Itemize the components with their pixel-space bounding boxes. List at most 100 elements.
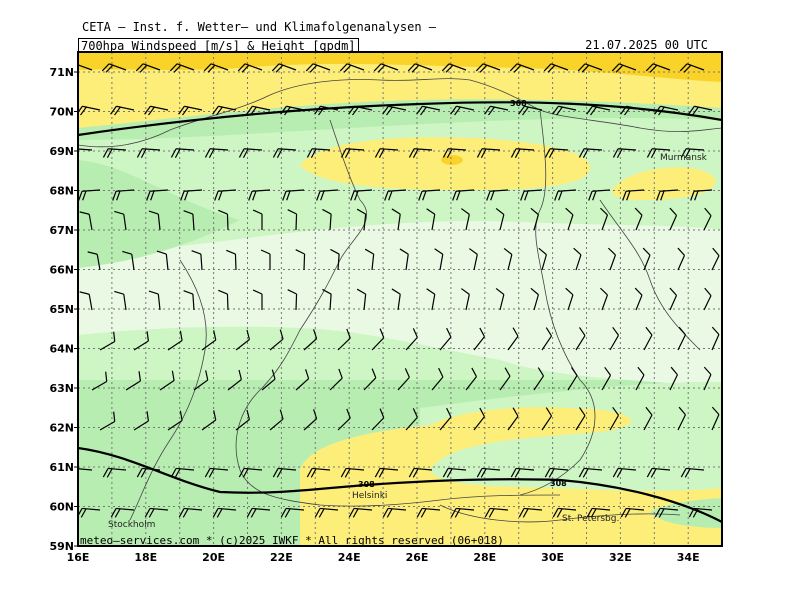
wind-barb: [509, 63, 535, 73]
wind-band-medium-west: [78, 160, 240, 268]
wind-barb: [114, 290, 127, 311]
latitude-label: 66N: [49, 264, 74, 277]
wind-barb: [272, 148, 297, 159]
wind-barbs: [78, 63, 720, 518]
wind-barb: [530, 287, 539, 311]
wind-barb: [484, 105, 509, 116]
wind-barb: [373, 63, 399, 73]
wind-barb: [416, 105, 441, 116]
wind-barb: [303, 409, 318, 431]
wind-barb: [634, 207, 643, 231]
height-contour-north: [78, 101, 722, 137]
wind-band-very-light: [78, 221, 722, 388]
wind-barb: [282, 189, 305, 201]
wind-barb: [578, 148, 603, 159]
wind-barb: [484, 507, 509, 518]
wind-barb: [679, 63, 705, 73]
parameter-label: 700hpa_Windspeed_[m/s]_&_Height_[gpdm]: [78, 38, 359, 53]
wind-barb: [426, 208, 436, 231]
wind-barb: [78, 467, 93, 478]
wind-barb: [669, 287, 678, 311]
latitude-label: 71N: [49, 66, 74, 79]
wind-barb: [136, 148, 161, 159]
wind-barb: [212, 105, 237, 116]
wind-barb: [269, 409, 284, 431]
wind-barb: [544, 467, 569, 478]
wind-barb: [330, 248, 340, 271]
wind-barb: [475, 63, 501, 73]
wind-barb: [518, 507, 543, 518]
wind-barb: [356, 208, 367, 231]
wind-barb: [634, 287, 643, 311]
wind-barb: [656, 189, 679, 201]
wind-barb: [391, 208, 401, 231]
wind-barb: [635, 366, 645, 391]
wind-barb: [677, 326, 686, 351]
wind-barb: [110, 507, 135, 518]
wind-barb: [703, 287, 712, 311]
wind-barb: [339, 63, 365, 73]
wind-barb: [314, 507, 339, 518]
contour-label: 308: [550, 479, 567, 488]
longitude-label: 22E: [270, 551, 293, 564]
wind-barb: [677, 247, 686, 271]
wind-barb: [450, 105, 475, 116]
wind-barb: [461, 208, 470, 231]
wind-barb: [495, 287, 505, 311]
wind-band-gold-north: [78, 52, 722, 82]
wind-barb: [510, 148, 535, 159]
wind-barb: [167, 330, 183, 351]
map-field: [78, 52, 722, 546]
wind-barb: [133, 331, 150, 351]
wind-barb: [183, 290, 195, 311]
wind-barb: [238, 467, 263, 478]
wind-band-yellow-east: [611, 167, 716, 200]
latitude-label: 60N: [49, 501, 74, 514]
wind-barb: [476, 467, 501, 478]
wind-barb: [680, 148, 705, 159]
wind-barb: [654, 507, 679, 518]
wind-barb: [159, 370, 175, 391]
wind-barb: [552, 507, 577, 518]
wind-barb: [348, 507, 373, 518]
wind-barb: [78, 189, 101, 201]
wind-band-medium-southeast: [650, 498, 722, 528]
city-stockholm: Stockholm: [108, 520, 155, 530]
wind-barb: [609, 406, 620, 431]
institute-title: CETA — Inst. f. Wetter— und Klimafolgena…: [82, 20, 437, 34]
wind-barb: [79, 291, 93, 311]
wind-barb: [191, 250, 203, 271]
wind-barb: [567, 367, 578, 391]
wind-barb: [180, 189, 203, 201]
latitude-label: 64N: [49, 343, 74, 356]
wind-barb: [183, 210, 195, 231]
wind-barb: [235, 409, 250, 431]
wind-barb: [503, 247, 513, 271]
wind-barb: [305, 63, 331, 73]
wind-barb: [246, 507, 271, 518]
wind-barb: [711, 326, 720, 351]
latitude-label: 61N: [49, 461, 74, 474]
wind-barb: [101, 63, 127, 73]
height-contour-south: [78, 446, 722, 523]
wind-barb: [711, 406, 720, 431]
wind-barb: [434, 248, 444, 271]
longitude-label: 24E: [338, 551, 361, 564]
wind-barb: [599, 287, 609, 311]
wind-barb: [110, 105, 135, 116]
wind-barb: [518, 105, 543, 116]
wind-barb: [201, 330, 217, 351]
wind-barb: [356, 288, 367, 311]
wind-barb: [337, 408, 351, 431]
wind-barb: [442, 467, 467, 478]
wind-barb: [203, 63, 229, 73]
wind-barb: [169, 63, 195, 73]
wind-barb: [643, 406, 653, 431]
wind-barb: [416, 507, 441, 518]
longitude-label: 28E: [473, 551, 496, 564]
wind-barb: [450, 507, 475, 518]
wind-barb: [204, 467, 229, 478]
wind-barb: [170, 148, 195, 159]
wind-barb: [473, 327, 485, 351]
